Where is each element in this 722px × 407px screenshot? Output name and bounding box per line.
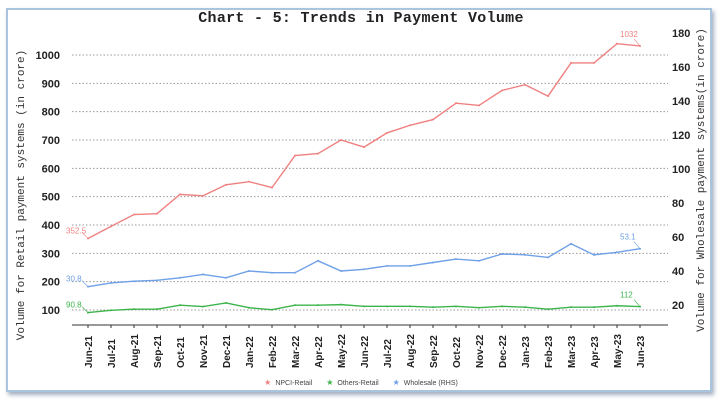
x-tick-label: May-23 [613,334,624,368]
y-tick-label: 500 [42,192,60,204]
y-tick-label: 400 [42,220,60,232]
data-label-last: 112 [620,291,633,300]
y-tick-label: 300 [42,248,60,260]
y2-tick-label: 180 [672,28,690,40]
data-label-first: 90.8 [66,301,82,310]
x-tick-label: Sep-22 [429,335,440,368]
x-tick-label: Feb-22 [268,335,279,368]
x-tick-label: Jan-22 [245,336,256,368]
legend-label: Others-Retail [337,380,379,387]
y2-tick-label: 80 [672,198,684,210]
x-tick-label: May-22 [337,334,348,368]
data-label-last: 1032 [620,30,638,39]
y-axis-title: Volume for Retail payment systems (in cr… [16,50,28,340]
x-tick-label: Jun-23 [636,335,647,368]
y2-tick-label: 40 [672,266,684,278]
x-tick-label: Dec-22 [498,335,509,368]
y2-tick-label: 100 [672,164,690,176]
x-tick-label: Jan-23 [521,336,532,368]
series-line-wholesale-rhs- [87,243,641,288]
y2-tick-label: 160 [672,62,690,74]
x-tick-label: Apr-22 [314,336,325,368]
y-tick-label: 600 [42,163,60,175]
series-line-others-retail [87,302,641,314]
x-tick-label: Feb-23 [544,335,555,368]
y2-tick-label: 60 [672,232,684,244]
star-marker-icon: ★ [264,378,272,387]
chart-title: Chart - 5: Trends in Payment Volume [198,10,524,27]
legend-item-wholesale: ★ Wholesale (RHS) [393,378,458,387]
y-tick-label: 800 [42,107,60,119]
legend-item-others-retail: ★ Others-Retail [326,378,378,387]
legend-label: NPCI-Retail [275,380,313,387]
x-tick-label: Nov-22 [475,334,486,368]
y2-tick-label: 140 [672,96,690,108]
y2-tick-label: 120 [672,130,690,142]
x-tick-label: Jul-22 [383,339,394,368]
x-tick-label: Jun-22 [360,335,371,368]
data-label-last: 53.1 [620,233,636,242]
x-tick-label: Jul-21 [107,339,118,368]
x-tick-label: Mar-23 [567,335,578,368]
x-tick-label: Apr-23 [590,336,601,368]
y-tick-label: 200 [42,277,60,289]
x-tick-label: Oct-21 [176,336,187,368]
x-tick-label: Dec-21 [222,335,233,368]
x-tick-label: Nov-21 [199,334,210,368]
star-marker-icon: ★ [326,378,334,387]
star-marker-icon: ★ [392,378,400,387]
legend-item-npci-retail: ★ NPCI-Retail [264,378,312,387]
y-tick-label: 900 [42,78,60,90]
x-tick-label: Aug-21 [130,334,141,368]
x-tick-label: Oct-22 [452,336,463,368]
y2-tick-label: 20 [672,300,684,312]
legend-label: Wholesale (RHS) [403,380,458,387]
y-tick-label: 1000 [36,50,60,62]
data-label-first: 352.5 [66,226,87,235]
x-tick-label: Mar-22 [291,335,302,368]
x-tick-label: Jun-21 [84,335,95,368]
chart-legend: ★ NPCI-Retail ★ Others-Retail ★ Wholesale (… [0,378,722,387]
data-label-first: 30.8 [66,275,82,284]
x-tick-label: Sep-21 [153,335,164,368]
y2-axis-title: Volume for Wholesale payment systems(in … [696,28,708,332]
x-tick-label: Aug-22 [406,334,417,368]
y-tick-label: 100 [42,305,60,317]
y-tick-label: 700 [42,135,60,147]
series-line-npci-retail [87,42,641,240]
